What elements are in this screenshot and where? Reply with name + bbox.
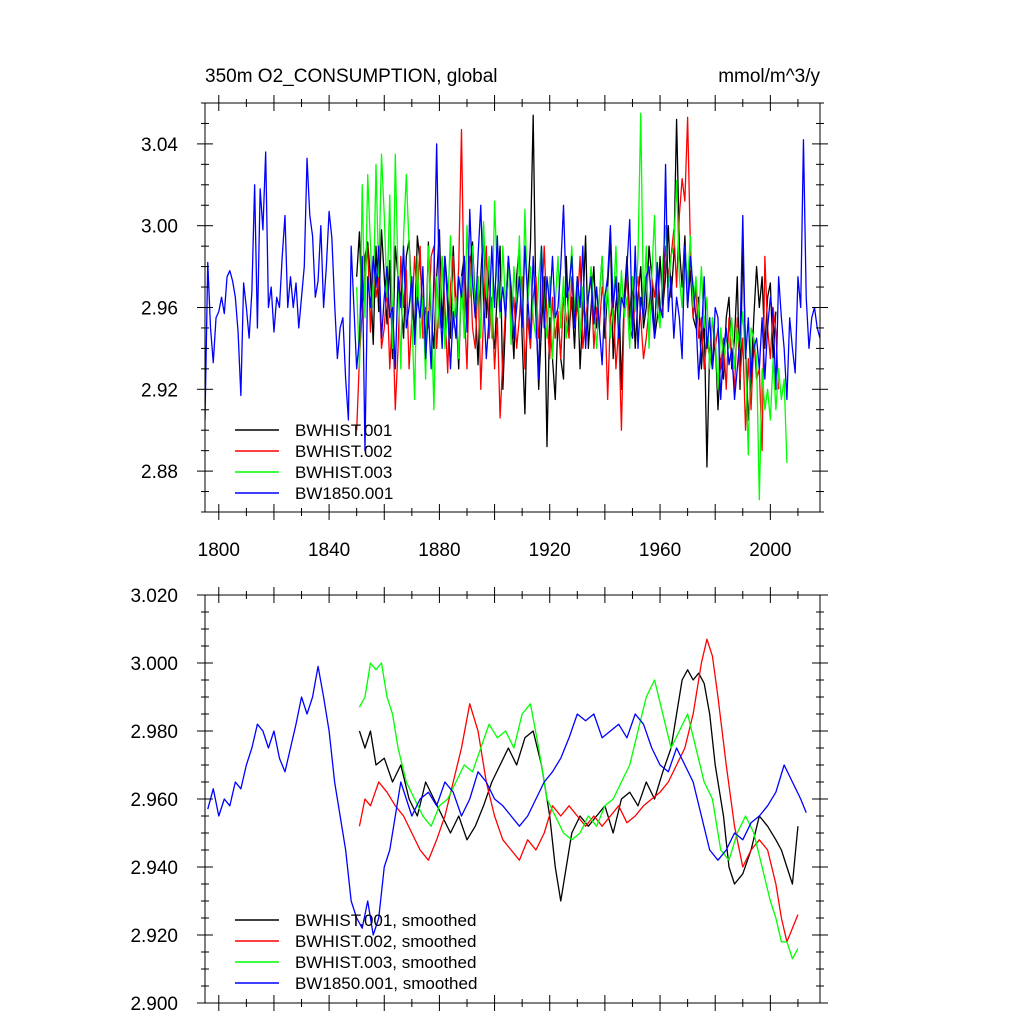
legend-label: BWHIST.003 <box>295 463 392 482</box>
y-tick-label: 3.020 <box>130 586 178 607</box>
chart-title: 350m O2_CONSUMPTION, global <box>205 66 498 87</box>
y-tick-label: 2.900 <box>130 994 178 1015</box>
series-group <box>205 112 820 501</box>
y-tick-label: 2.960 <box>130 790 178 811</box>
y-tick-label: 2.920 <box>130 926 178 947</box>
legend-label: BW1850.001 <box>295 484 393 503</box>
legend-label: BW1850.001, smoothed <box>295 974 477 993</box>
x-tick-label: 1800 <box>198 540 240 561</box>
series-group <box>207 638 807 960</box>
legend-label: BWHIST.002 <box>295 442 392 461</box>
legend: BWHIST.001 BWHIST.002 BWHIST.003 BW1850.001 <box>235 421 393 503</box>
y-tick-label: 3.00 <box>141 217 178 238</box>
x-tick-label: 1920 <box>529 540 571 561</box>
x-tick-label: 1960 <box>639 540 681 561</box>
legend-label: BWHIST.001 <box>295 421 392 440</box>
y-tick-label: 2.96 <box>141 299 178 320</box>
y-tick-label: 3.000 <box>130 654 178 675</box>
legend-label: BWHIST.002, smoothed <box>295 932 476 951</box>
y-tick-label: 2.92 <box>141 380 178 401</box>
chart-units: mmol/m^3/y <box>718 66 820 87</box>
y-tick-label: 2.940 <box>130 858 178 879</box>
top-panel: 1800 1840 1880 1920 1960 2000 2.88 2.92 2.96 3.00… <box>141 66 828 561</box>
legend: BWHIST.001, smoothed BWHIST.002, smoothed… <box>235 911 477 993</box>
x-tick-label: 1880 <box>418 540 460 561</box>
y-tick-label: 3.04 <box>141 135 178 156</box>
series-line-2 <box>356 112 788 501</box>
series-line-3 <box>207 665 807 936</box>
bottom-panel: 2.900 2.920 2.940 2.960 2.980 3.000 3.020 BWHIS… <box>130 586 828 1015</box>
series-line-0 <box>358 669 799 902</box>
x-tick-label: 2000 <box>749 540 791 561</box>
x-tick-label: 1840 <box>308 540 350 561</box>
y-tick-label: 2.980 <box>130 722 178 743</box>
axes: 1800 1840 1880 1920 1960 2000 2.88 2.92 2.96 3.00… <box>141 95 828 561</box>
series-line-2 <box>358 662 799 960</box>
legend-label: BWHIST.003, smoothed <box>295 953 476 972</box>
series-line-1 <box>358 638 799 943</box>
legend-label: BWHIST.001, smoothed <box>295 911 476 930</box>
series-line-3 <box>205 139 820 452</box>
axes: 2.900 2.920 2.940 2.960 2.980 3.000 3.020 <box>130 586 828 1015</box>
y-tick-label: 2.88 <box>141 462 178 483</box>
